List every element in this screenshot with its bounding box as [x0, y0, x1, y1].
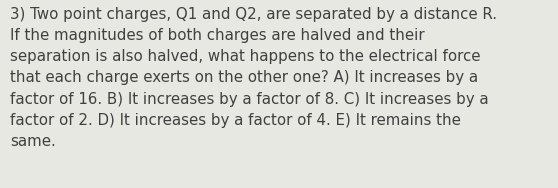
Text: 3) Two point charges, Q1 and Q2, are separated by a distance R.
If the magnitude: 3) Two point charges, Q1 and Q2, are sep… [10, 7, 497, 149]
